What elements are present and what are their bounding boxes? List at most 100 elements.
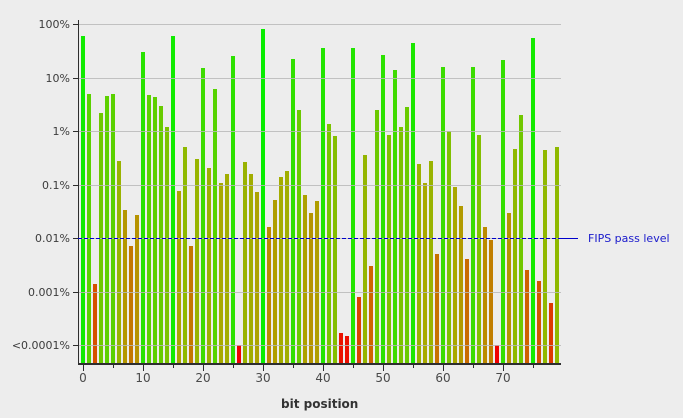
bar-bit-16 xyxy=(177,190,181,363)
y-axis-tick-label: 100% xyxy=(38,18,70,31)
bar-bit-49 xyxy=(375,109,379,363)
y-axis-tick-label: 0.001% xyxy=(28,286,70,299)
bar-bit-10 xyxy=(141,51,145,363)
bar-bit-34 xyxy=(285,170,289,363)
y-axis-tick xyxy=(73,131,78,132)
bar-bit-20 xyxy=(201,68,205,363)
bar-bit-44 xyxy=(345,335,349,363)
y-gridline xyxy=(78,24,561,25)
y-axis-tick xyxy=(73,238,78,239)
bar-bit-8 xyxy=(129,246,133,363)
bar-bit-47 xyxy=(363,155,367,363)
bar-bit-6 xyxy=(117,161,121,363)
y-axis-tick xyxy=(73,292,78,293)
bar-bit-25 xyxy=(231,56,235,363)
bar-bit-14 xyxy=(165,126,169,363)
bar-bit-36 xyxy=(297,109,301,363)
bar-bit-41 xyxy=(327,124,331,363)
bar-bit-24 xyxy=(225,173,229,363)
bar-bit-56 xyxy=(417,164,421,363)
y-axis-tick xyxy=(73,24,78,25)
fips-pass-level-line-stub xyxy=(561,238,578,239)
fips-pass-level-line xyxy=(78,238,561,239)
bar-bit-5 xyxy=(111,93,115,363)
x-axis-minor-tick xyxy=(173,365,174,368)
y-axis-tick xyxy=(73,78,78,79)
bar-bit-55 xyxy=(411,43,415,363)
y-axis xyxy=(78,20,79,365)
bar-bit-68 xyxy=(489,240,493,363)
x-axis xyxy=(78,363,561,365)
bar-bit-12 xyxy=(153,97,157,363)
bar-bit-21 xyxy=(207,168,211,363)
x-axis-major-tick xyxy=(503,365,504,371)
bar-bit-15 xyxy=(171,35,175,363)
bar-bit-66 xyxy=(477,134,481,363)
x-axis-major-tick xyxy=(263,365,264,371)
bar-bit-2 xyxy=(93,283,97,363)
y-axis-tick-label: 10% xyxy=(45,72,70,85)
bar-bit-22 xyxy=(213,89,217,363)
bar-bit-70 xyxy=(501,60,505,363)
x-axis-minor-tick xyxy=(233,365,234,368)
y-gridline xyxy=(78,345,561,346)
bar-bit-30 xyxy=(261,29,265,363)
bar-bit-51 xyxy=(387,134,391,363)
bar-bit-48 xyxy=(369,265,373,363)
x-axis-minor-tick xyxy=(293,365,294,368)
y-axis-tick-label: <0.0001% xyxy=(11,339,70,352)
y-axis-tick xyxy=(73,345,78,346)
bar-bit-52 xyxy=(393,69,397,363)
x-axis-minor-tick xyxy=(473,365,474,368)
bar-bit-54 xyxy=(405,107,409,363)
bar-bit-61 xyxy=(447,131,451,363)
bar-bit-32 xyxy=(273,200,277,363)
bar-bit-38 xyxy=(309,213,313,363)
fips-pass-level-label: FIPS pass level xyxy=(588,232,670,245)
bar-bit-60 xyxy=(441,66,445,363)
y-gridline xyxy=(78,78,561,79)
bar-bit-23 xyxy=(219,183,223,363)
x-axis-minor-tick xyxy=(113,365,114,368)
x-axis-tick-label: 40 xyxy=(315,371,331,385)
bar-bit-67 xyxy=(483,227,487,363)
x-axis-minor-tick xyxy=(533,365,534,368)
bar-bit-11 xyxy=(147,95,151,363)
bar-bit-62 xyxy=(453,186,457,363)
bar-bit-75 xyxy=(531,37,535,363)
x-axis-major-tick xyxy=(203,365,204,371)
x-axis-tick-label: 0 xyxy=(79,371,87,385)
bar-bit-0 xyxy=(81,35,85,363)
x-axis-tick-label: 30 xyxy=(255,371,271,385)
bar-bit-9 xyxy=(135,214,139,363)
x-axis-tick-label: 70 xyxy=(495,371,511,385)
bar-bit-57 xyxy=(423,183,427,363)
bar-bit-69 xyxy=(495,345,499,363)
x-axis-tick-label: 60 xyxy=(435,371,451,385)
bar-bit-72 xyxy=(513,149,517,363)
bar-bit-35 xyxy=(291,59,295,363)
bar-bit-13 xyxy=(159,106,163,363)
y-gridline xyxy=(78,131,561,132)
bar-bit-58 xyxy=(429,161,433,363)
bar-bit-74 xyxy=(525,270,529,363)
bar-bit-28 xyxy=(249,173,253,363)
x-axis-tick-label: 10 xyxy=(135,371,151,385)
x-axis-minor-tick xyxy=(353,365,354,368)
bar-bit-29 xyxy=(255,192,259,363)
y-axis-tick-label: 0.01% xyxy=(35,232,70,245)
bar-bit-42 xyxy=(333,136,337,363)
y-axis-tick-label: 1% xyxy=(52,125,70,138)
x-axis-major-tick xyxy=(323,365,324,371)
bar-bit-4 xyxy=(105,96,109,363)
x-axis-tick-label: 20 xyxy=(195,371,211,385)
bar-bit-26 xyxy=(237,345,241,363)
bar-bit-7 xyxy=(123,210,127,363)
y-axis-tick-label: 0.1% xyxy=(42,179,70,192)
bar-bit-40 xyxy=(321,47,325,363)
bar-bit-17 xyxy=(183,147,187,363)
bar-bit-3 xyxy=(99,112,103,363)
bar-bit-19 xyxy=(195,158,199,363)
x-axis-tick-label: 50 xyxy=(375,371,391,385)
